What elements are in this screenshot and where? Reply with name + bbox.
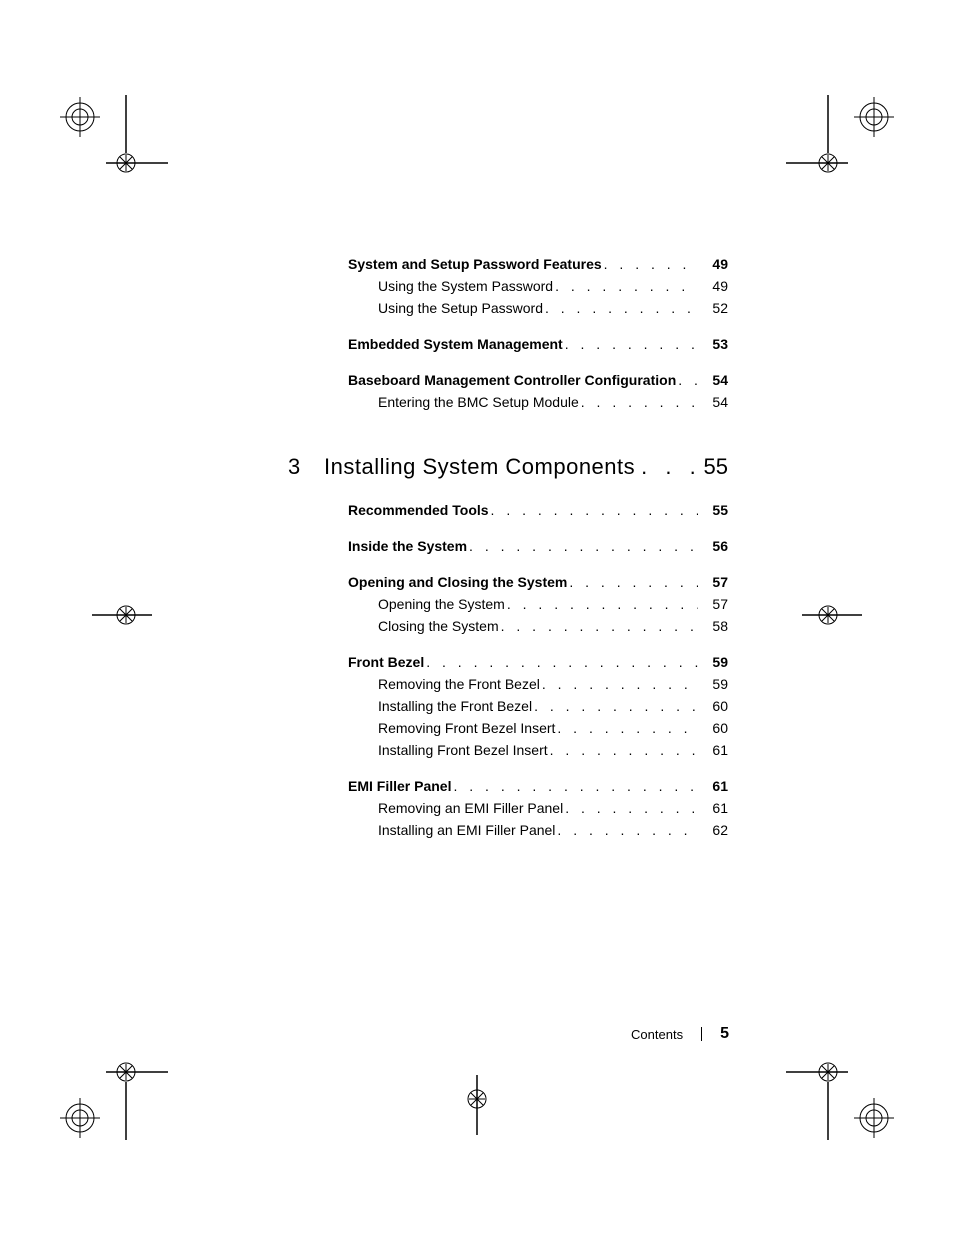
toc-entry-label: EMI Filler Panel [348,778,451,794]
page-footer: Contents 5 [631,1025,729,1043]
toc-entry-page: 54 [698,372,728,388]
toc-entry-label: Removing an EMI Filler Panel [378,800,563,816]
toc-entry-page: 61 [698,800,728,816]
footer-separator [701,1027,702,1041]
toc-entry-page: 49 [698,278,728,294]
crop-mark-mid-left [92,595,162,635]
leader-dots [567,574,698,590]
leader-dots [532,698,698,714]
toc-entry-page: 60 [698,720,728,736]
toc-entry-page: 56 [698,538,728,554]
toc-entry: System and Setup Password Features 49 [348,256,728,272]
footer-page-number: 5 [720,1025,729,1043]
leader-dots [543,300,698,316]
chapter-page: 55 [694,454,728,480]
leader-dots [489,502,698,518]
toc-entry-label: Embedded System Management [348,336,563,352]
leader-dots [499,618,698,634]
toc-entry: Installing the Front Bezel 60 [378,698,728,714]
toc-entry: Recommended Tools 55 [348,502,728,518]
toc-entry: Embedded System Management 53 [348,336,728,352]
toc-entry-page: 62 [698,822,728,838]
leader-dots [553,278,698,294]
toc-entry-page: 61 [698,742,728,758]
toc-entry: Baseboard Management Controller Configur… [348,372,728,388]
toc-entry: Opening and Closing the System 57 [348,574,728,590]
toc-content: System and Setup Password Features49Usin… [288,256,728,844]
crop-mark-top-right [786,95,896,205]
leader-dots [424,654,698,670]
toc-entry-page: 57 [698,574,728,590]
leader-dots [563,800,698,816]
crop-mark-bottom-left [58,1030,168,1140]
toc-entry: Removing Front Bezel Insert 60 [378,720,728,736]
toc-entry-label: System and Setup Password Features [348,256,602,272]
leader-dots [555,720,698,736]
toc-entry-page: 58 [698,618,728,634]
toc-entry-page: 60 [698,698,728,714]
toc-entry-label: Removing the Front Bezel [378,676,540,692]
toc-entry: Inside the System 56 [348,538,728,554]
toc-entry-label: Front Bezel [348,654,424,670]
leader-dots [540,676,698,692]
toc-entry-page: 49 [698,256,728,272]
toc-entry-page: 55 [698,502,728,518]
toc-entry: Installing Front Bezel Insert 61 [378,742,728,758]
toc-entry-page: 52 [698,300,728,316]
leader-dots [602,256,698,272]
chapter-title: Installing System Components [324,454,635,480]
chapter-entry: 3 Installing System Components 55 [288,454,728,480]
chapter-number: 3 [288,454,324,480]
toc-entry-label: Installing Front Bezel Insert [378,742,548,758]
leader-dots [555,822,698,838]
leader-dots [579,394,698,410]
toc-entry-label: Opening the System [378,596,505,612]
toc-entry-page: 57 [698,596,728,612]
toc-entry-label: Inside the System [348,538,467,554]
toc-entry: EMI Filler Panel 61 [348,778,728,794]
toc-entry: Using the System Password 49 [378,278,728,294]
crop-mark-mid-right [792,595,862,635]
crop-mark-bottom-center [457,1065,497,1135]
leader-dots [451,778,698,794]
toc-entry: Removing an EMI Filler Panel 61 [378,800,728,816]
toc-entry-page: 59 [698,654,728,670]
toc-entry-page: 61 [698,778,728,794]
toc-entry: Installing an EMI Filler Panel 62 [378,822,728,838]
leader-dots [548,742,698,758]
toc-entry-label: Removing Front Bezel Insert [378,720,555,736]
toc-entry: Closing the System 58 [378,618,728,634]
toc-entry-page: 54 [698,394,728,410]
crop-mark-bottom-right [786,1030,896,1140]
toc-entry-label: Entering the BMC Setup Module [378,394,579,410]
toc-entry-label: Baseboard Management Controller Configur… [348,372,676,388]
chapter-leader-dots [635,454,694,480]
toc-entry-label: Recommended Tools [348,502,489,518]
toc-entry-label: Using the Setup Password [378,300,543,316]
toc-entry: Opening the System 57 [378,596,728,612]
leader-dots [676,372,698,388]
toc-entry: Removing the Front Bezel 59 [378,676,728,692]
toc-entry: Entering the BMC Setup Module 54 [378,394,728,410]
crop-mark-top-left [58,95,168,205]
toc-entry-label: Installing the Front Bezel [378,698,532,714]
leader-dots [467,538,698,554]
leader-dots [563,336,698,352]
leader-dots [505,596,698,612]
toc-entry: Using the Setup Password 52 [378,300,728,316]
toc-entry-label: Installing an EMI Filler Panel [378,822,555,838]
toc-entry-label: Opening and Closing the System [348,574,567,590]
footer-section-label: Contents [631,1027,701,1042]
toc-entry-page: 59 [698,676,728,692]
toc-entry-label: Closing the System [378,618,499,634]
toc-entry-label: Using the System Password [378,278,553,294]
toc-entry: Front Bezel 59 [348,654,728,670]
toc-entry-page: 53 [698,336,728,352]
